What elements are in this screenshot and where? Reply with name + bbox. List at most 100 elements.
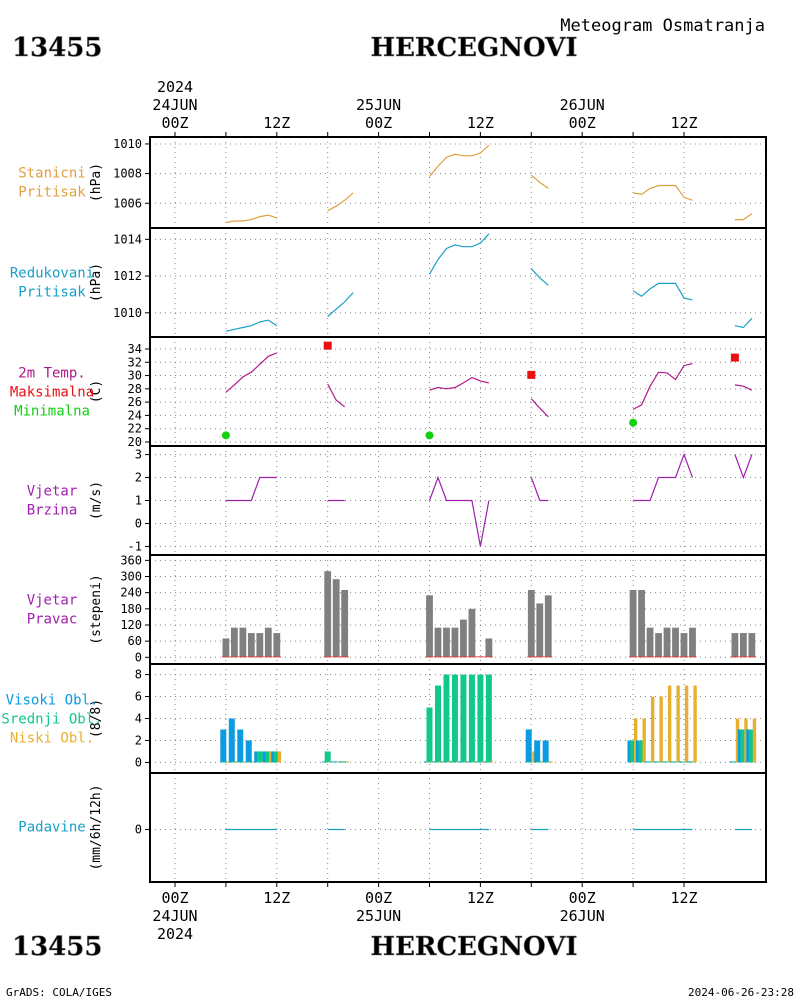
bottom-hour-label: 00Z (365, 889, 392, 907)
cloud-bar-low (642, 718, 646, 763)
cloud-bar-mid (536, 761, 543, 763)
y-tick-label: 120 (120, 618, 142, 632)
cloud-bar-mid (443, 674, 450, 763)
bottom-hour-label: 00Z (161, 889, 188, 907)
series-line (225, 352, 278, 393)
cloud-bar-mid (222, 761, 229, 763)
bottom-time-axis: 00Z 12Z 00Z 12Z 00Z 12Z 24JUN 25JUN 26JUN 2024 (152, 882, 698, 943)
wind-direction-bar (663, 627, 671, 658)
cloud-bar-mid (545, 761, 552, 763)
y-axis-label: (stepeni) (89, 574, 104, 644)
series-line (632, 363, 693, 410)
top-hour-label: 00Z (569, 114, 596, 132)
series-line (428, 233, 490, 275)
wind-direction-bar (273, 633, 281, 658)
cloud-bar-mid (655, 761, 662, 763)
series-line (327, 383, 346, 408)
panel-label: Padavine (18, 820, 85, 836)
cloud-bar-mid (256, 751, 263, 763)
wind-direction-bar (230, 627, 238, 658)
series-line (225, 476, 277, 502)
cloud-bar-low (447, 761, 451, 763)
series-line (632, 184, 693, 201)
bottom-hour-label: 12Z (467, 889, 494, 907)
tmin-marker (221, 431, 230, 440)
cloud-bar-low (243, 761, 248, 763)
cloud-bar-mid (324, 751, 331, 763)
panel-reduced_pressure: 1010 1012 1014 (hPa)Redukovani Pritisak (10, 227, 767, 338)
cloud-bar-low (744, 718, 748, 763)
cloud-bar-low (489, 761, 494, 763)
cloud-bar-mid (468, 674, 475, 763)
cloud-bar-low (337, 761, 341, 763)
panel-label: Maksimalna (10, 385, 94, 401)
panel-label: Minimalna (14, 404, 90, 420)
cloud-bar-low (693, 685, 697, 763)
series-line (530, 477, 549, 502)
tmin-marker (425, 431, 434, 440)
bottom-date-label: 24JUN (152, 907, 197, 925)
cloud-bar-mid (681, 761, 687, 763)
wind-direction-bar (672, 627, 679, 658)
y-axis-label: (m/s) (89, 481, 104, 520)
cloud-bar-mid (672, 761, 679, 763)
cloud-bar-high (245, 740, 252, 763)
top-hour-label: 00Z (365, 114, 392, 132)
y-tick-label: 1014 (113, 232, 142, 246)
footer-credit: GrADS: COLA/IGES (6, 986, 112, 999)
cloud-bar-mid (638, 740, 645, 763)
panel-frame (149, 772, 767, 883)
footer-station-id: 13455 (12, 932, 102, 962)
cloud-bar-mid (231, 761, 238, 763)
y-tick-label: 2 (135, 471, 142, 485)
cloud-bar-low (464, 761, 468, 763)
y-tick-label: 8 (135, 668, 142, 682)
cloud-bar-mid (333, 761, 340, 763)
panel-label: Pritisak (18, 185, 86, 201)
wind-direction-bar (264, 627, 272, 658)
y-tick-label: 180 (120, 602, 142, 616)
cloud-bar-high (534, 740, 541, 763)
wind-direction-bar (485, 638, 493, 658)
tmax-marker (527, 370, 536, 379)
cloud-bar-mid (689, 761, 696, 763)
bottom-hour-label: 00Z (569, 889, 596, 907)
y-axis-label: (mm/6h/12h) (89, 784, 104, 870)
bottom-year-label: 2024 (157, 925, 193, 943)
series-line (327, 192, 354, 212)
cloud-bar-mid (485, 674, 492, 763)
y-tick-label: 28 (128, 382, 142, 396)
panel-label: 2m Temp. (18, 366, 85, 382)
y-tick-label: 0 (135, 823, 142, 837)
cloud-bar-low (226, 761, 231, 763)
series-line (633, 452, 694, 502)
panels: 100610081010(hPa)StanicniPritisak1010101… (1, 136, 767, 883)
cloud-bar-low (260, 761, 265, 763)
cloud-bar-low (430, 761, 434, 763)
panel-clouds: 0 2 4 6 8 (8/8)Visoki Obl. Srednji Obl. Niski O… (1, 663, 767, 774)
wind-direction-bar (646, 627, 654, 658)
series-line (225, 319, 278, 332)
cloud-bar-mid (731, 761, 738, 763)
wind-direction-bar (748, 633, 756, 658)
panel-wind_direction: 0 60 120 180 240 300 360 (stepeni) Vjetar Pravac (27, 553, 767, 665)
wind-direction-bar (434, 627, 442, 658)
station-id: 13455 (12, 33, 102, 63)
cloud-bar-mid (273, 751, 280, 763)
wind-direction-bar (468, 608, 476, 658)
y-tick-label: 1010 (113, 306, 142, 320)
y-tick-label: 20 (128, 435, 142, 449)
wind-direction-bar (527, 589, 535, 658)
wind-direction-bar (332, 579, 340, 658)
cloud-bar-low (676, 685, 680, 763)
y-tick-label: 22 (128, 422, 142, 436)
y-tick-label: 4 (135, 712, 142, 726)
station-name: HERCEGNOVI (371, 33, 578, 63)
panel-frame (149, 227, 767, 338)
cloud-bar-low (684, 685, 689, 763)
panel-label: Visoki Obl. (6, 693, 99, 709)
wind-direction-bar (324, 571, 332, 658)
cloud-bar-mid (341, 761, 348, 763)
